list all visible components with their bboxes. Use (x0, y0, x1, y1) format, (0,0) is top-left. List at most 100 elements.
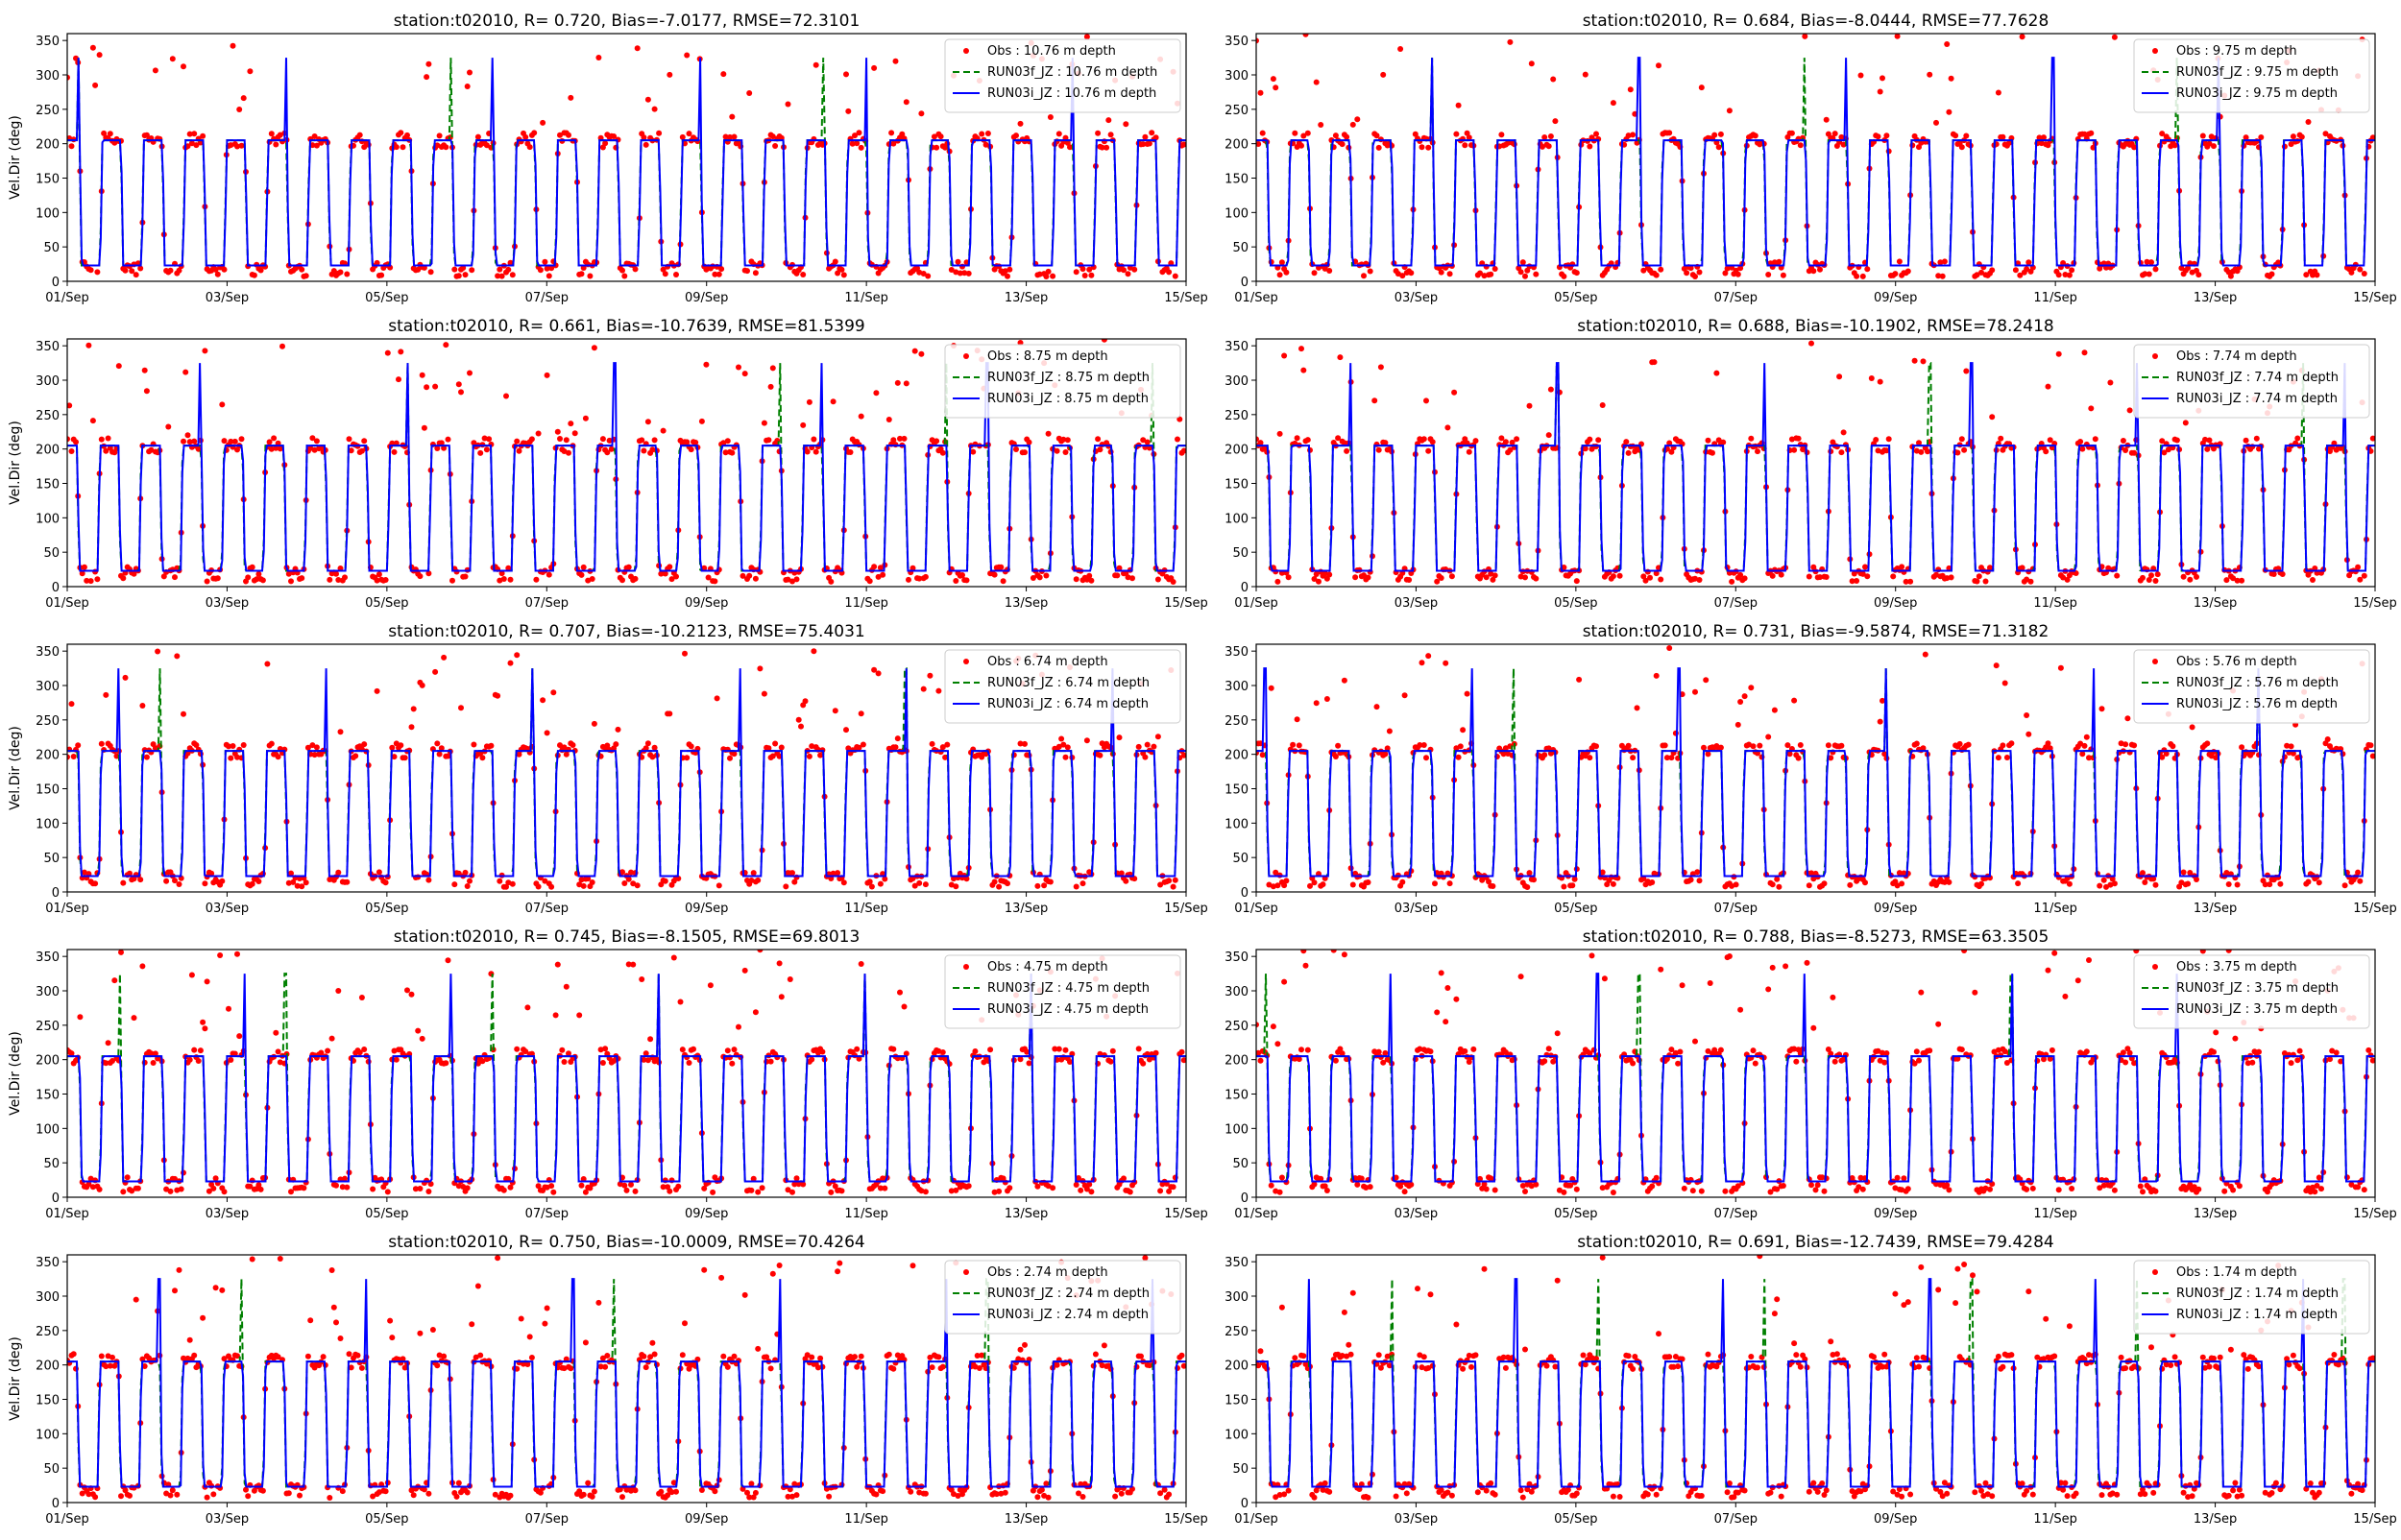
obs-point (2028, 579, 2034, 585)
obs-point (1269, 1183, 1274, 1189)
obs-point (172, 574, 178, 580)
obs-point (635, 45, 641, 51)
obs-point (1737, 1007, 1743, 1013)
obs-point (647, 1036, 653, 1042)
obs-point (873, 390, 879, 396)
y-tick-label: 250 (36, 409, 60, 423)
obs-point (663, 878, 668, 884)
obs-point (1425, 448, 1431, 454)
obs-point (604, 1353, 610, 1359)
obs-point (132, 1015, 137, 1021)
obs-point (566, 450, 571, 456)
obs-point (1541, 752, 1547, 758)
obs-point (90, 45, 96, 51)
obs-point (415, 1028, 421, 1034)
obs-point (1443, 661, 1448, 666)
obs-point (69, 701, 75, 707)
obs-point (1918, 449, 1924, 455)
obs-point (2122, 741, 2128, 747)
obs-point (1890, 573, 1896, 579)
obs-point (1421, 436, 1427, 442)
subplot-8: station:t02010, R= 0.788, Bias=-8.5273, … (1225, 927, 2397, 1221)
y-tick-label: 200 (36, 749, 60, 763)
obs-point (2204, 740, 2210, 746)
obs-point (441, 1354, 447, 1360)
obs-point (908, 1489, 913, 1495)
obs-point (725, 438, 731, 444)
obs-point (854, 1047, 860, 1052)
obs-point (2112, 1188, 2118, 1193)
obs-point (1541, 1058, 1547, 1064)
obs-point (1271, 1023, 1276, 1029)
obs-point (720, 71, 726, 77)
obs-point (153, 67, 158, 73)
obs-point (675, 1184, 681, 1190)
obs-point (893, 59, 899, 64)
obs-point (817, 753, 823, 758)
obs-point (692, 440, 698, 445)
obs-point (1927, 72, 1932, 78)
obs-point (217, 952, 223, 958)
obs-point (1286, 574, 1292, 580)
obs-point (918, 110, 924, 116)
obs-point (796, 717, 802, 723)
obs-point (437, 752, 443, 758)
obs-point (680, 1352, 686, 1358)
obs-point (1126, 271, 1131, 277)
obs-point (649, 1340, 655, 1346)
obs-point (1572, 877, 1578, 882)
obs-point (684, 755, 690, 760)
y-tick-label: 350 (1225, 35, 1249, 49)
obs-point (1703, 677, 1709, 683)
obs-point (1933, 120, 1939, 126)
obs-point (1326, 572, 1332, 578)
obs-point (545, 730, 550, 735)
obs-point (1666, 645, 1672, 651)
x-tick-label: 13/Sep (1005, 1207, 1048, 1221)
y-tick-label: 0 (52, 1191, 60, 1206)
obs-point (1711, 132, 1717, 138)
y-tick-label: 200 (1225, 138, 1249, 153)
obs-point (619, 577, 625, 583)
obs-point (1807, 882, 1812, 888)
obs-point (1354, 1182, 1360, 1188)
obs-point (1333, 1058, 1339, 1064)
obs-point (1171, 579, 1176, 585)
obs-point (329, 1267, 335, 1273)
x-tick-label: 01/Sep (45, 291, 88, 305)
obs-point (944, 742, 950, 748)
obs-point (488, 743, 494, 749)
legend-label: RUN03f_JZ : 3.75 m depth (2176, 981, 2339, 996)
obs-point (1983, 579, 1989, 585)
obs-point (1277, 431, 1283, 437)
obs-point (1899, 880, 1904, 886)
obs-point (205, 978, 210, 984)
subplot-title: station:t02010, R= 0.688, Bias=-10.1902,… (1577, 317, 2053, 336)
obs-point (1402, 1189, 1408, 1194)
obs-point (1765, 272, 1771, 277)
x-tick-label: 05/Sep (1554, 596, 1597, 611)
legend-obs-marker (2152, 353, 2158, 359)
obs-point (250, 881, 255, 887)
obs-point (811, 648, 816, 654)
obs-point (1277, 1190, 1283, 1195)
obs-point (635, 882, 641, 888)
obs-point (420, 1036, 425, 1042)
obs-point (1548, 387, 1554, 393)
obs-point (2291, 133, 2296, 139)
obs-point (425, 1491, 431, 1497)
obs-point (181, 711, 186, 717)
obs-point (895, 735, 901, 741)
obs-point (1836, 373, 1842, 379)
obs-point (1281, 353, 1287, 359)
obs-point (1088, 578, 1094, 584)
obs-point (1987, 1187, 1993, 1192)
obs-point (633, 266, 639, 272)
obs-point (1757, 743, 1762, 749)
y-axis-label: Vel.Dir (deg) (8, 1031, 23, 1116)
obs-point (99, 437, 105, 443)
obs-point (841, 272, 847, 277)
obs-point (2362, 271, 2367, 277)
obs-point (508, 577, 514, 583)
